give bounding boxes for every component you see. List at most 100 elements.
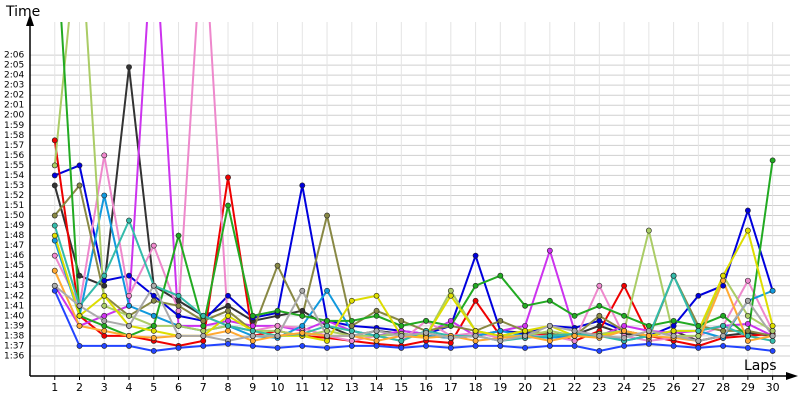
data-point [769, 327, 776, 334]
data-point [101, 322, 108, 329]
data-point [51, 212, 58, 219]
data-point [596, 348, 603, 354]
data-point [249, 312, 256, 319]
data-point [299, 322, 306, 329]
data-point [596, 282, 603, 289]
data-point [274, 332, 281, 339]
data-point [373, 312, 380, 319]
data-point [621, 282, 627, 289]
data-point [645, 341, 652, 347]
data-point [546, 343, 553, 349]
data-point [720, 322, 727, 329]
data-point [101, 327, 108, 334]
data-point [571, 343, 578, 349]
data-point [175, 292, 182, 299]
data-point [645, 327, 652, 334]
y-tick-label: 2:06 [4, 51, 24, 61]
data-point [324, 337, 330, 344]
data-point [324, 332, 330, 339]
x-tick-label: 29 [741, 381, 755, 394]
data-point [101, 272, 108, 279]
data-point [472, 252, 479, 259]
data-point [101, 282, 108, 289]
data-point [571, 337, 578, 344]
data-point [472, 332, 479, 339]
x-tick-label: 17 [444, 381, 458, 394]
data-point [175, 312, 182, 319]
data-point [720, 312, 727, 319]
data-point [447, 287, 454, 294]
data-point [522, 302, 528, 309]
x-tick-label: 13 [345, 381, 359, 394]
y-tick-label: 1:55 [4, 161, 24, 171]
data-point [51, 287, 58, 294]
data-point [695, 327, 702, 334]
y-tick-label: 1:52 [4, 191, 24, 201]
x-tick-label: 1 [51, 381, 58, 394]
y-tick-label: 1:36 [4, 351, 24, 361]
y-tick-label: 1:59 [4, 121, 24, 131]
data-point [175, 297, 182, 304]
data-point [621, 312, 627, 319]
data-point [423, 329, 429, 336]
data-point [744, 207, 751, 214]
y-tick-label: 1:57 [4, 141, 24, 151]
data-point [670, 343, 677, 349]
x-tick-label: 8 [225, 381, 232, 394]
data-point [299, 182, 306, 189]
data-point [200, 343, 207, 349]
y-tick-label: 1:46 [4, 251, 24, 261]
data-point [225, 317, 231, 324]
data-point [744, 332, 751, 339]
y-tick-label: 2:04 [4, 71, 24, 81]
data-point [175, 307, 182, 314]
data-point [51, 222, 58, 229]
data-point [126, 312, 132, 319]
data-point [423, 317, 429, 324]
data-point [274, 307, 281, 314]
data-point [126, 292, 132, 299]
data-point [348, 297, 355, 304]
data-point [299, 343, 306, 349]
data-point [175, 232, 182, 239]
x-tick-label: 11 [295, 381, 309, 394]
data-point [101, 343, 108, 349]
data-point [398, 332, 405, 339]
y-tick-label: 2:05 [4, 61, 24, 71]
data-point [225, 302, 231, 309]
y-tick-label: 1:44 [4, 271, 24, 281]
y-tick-label: 1:50 [4, 211, 24, 221]
data-point [720, 332, 727, 339]
data-point [126, 64, 132, 71]
x-tick-label: 24 [617, 381, 631, 394]
data-point [225, 322, 231, 329]
x-tick-label: 15 [394, 381, 408, 394]
data-point [150, 334, 157, 341]
x-tick-label: 21 [543, 381, 557, 394]
data-point [200, 312, 207, 319]
data-point [150, 327, 157, 334]
data-point [769, 332, 776, 339]
data-point [373, 292, 380, 299]
data-point [101, 302, 108, 309]
data-point [51, 162, 58, 169]
y-tick-label: 1:38 [4, 331, 24, 341]
data-point [200, 317, 207, 324]
data-point [497, 343, 504, 349]
data-point [695, 337, 702, 344]
y-tick-label: 1:47 [4, 241, 24, 251]
y-tick-label: 1:37 [4, 341, 24, 351]
data-point [126, 302, 132, 309]
data-point [695, 322, 702, 329]
data-point [225, 341, 231, 347]
x-tick-label: 16 [419, 381, 433, 394]
data-point [645, 332, 652, 339]
x-tick-label: 25 [642, 381, 656, 394]
data-point [546, 337, 553, 344]
data-point [670, 272, 677, 279]
x-tick-label: 4 [126, 381, 133, 394]
data-point [51, 172, 58, 179]
x-tick-label: 9 [249, 381, 256, 394]
y-tick-label: 2:02 [4, 91, 24, 101]
data-point [150, 312, 157, 319]
